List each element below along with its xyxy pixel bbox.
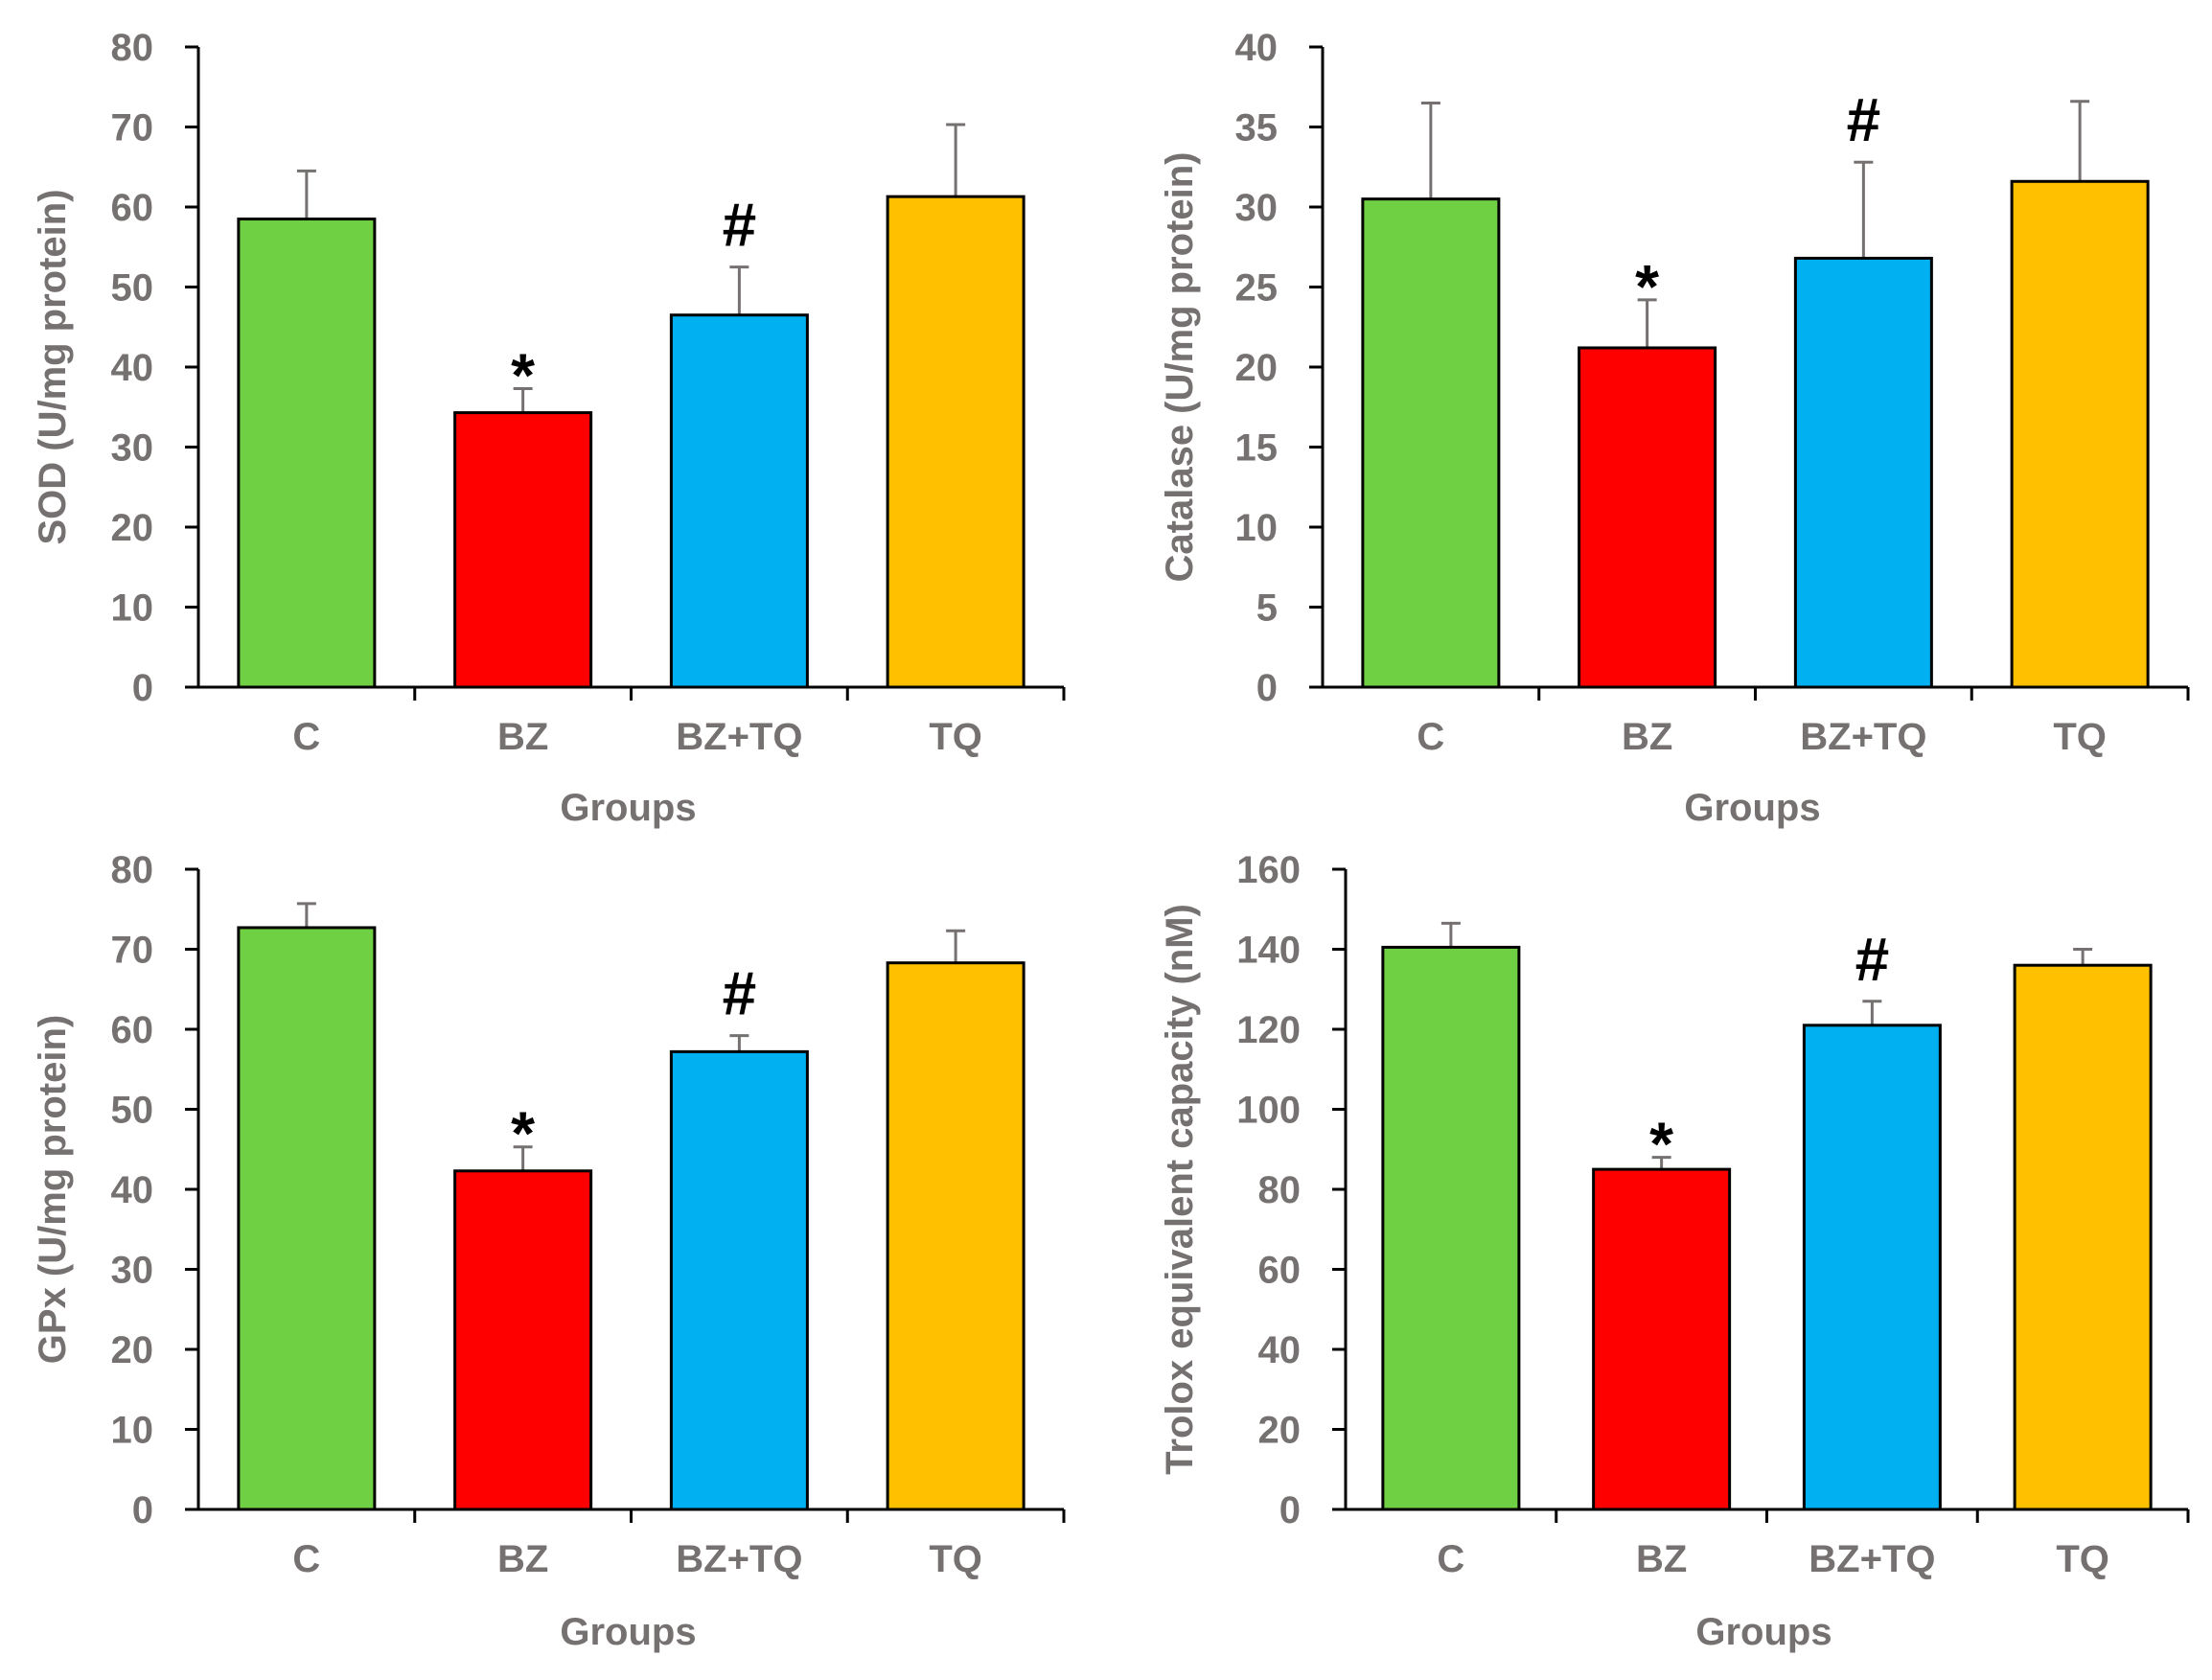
top-left-y-axis-title: SOD (U/mg protein) xyxy=(32,189,74,544)
top-right-x-axis-title: Groups xyxy=(1684,787,1820,829)
bottom-left-y-tick-label: 20 xyxy=(111,1329,154,1371)
bottom-left-y-tick-label: 70 xyxy=(111,930,154,972)
top-right-bar-tq xyxy=(2010,179,2150,689)
top-right-y-tick-label: 25 xyxy=(1235,267,1279,310)
top-right-y-tick-label: 30 xyxy=(1235,187,1279,229)
top-right-bar-bz-tq xyxy=(1793,256,1933,689)
bottom-left-y-tick-label: 0 xyxy=(132,1489,153,1531)
bottom-right-bar-c xyxy=(1381,945,1521,1511)
bottom-right-y-tick-label: 80 xyxy=(1258,1169,1302,1211)
bottom-left-category-label: C xyxy=(292,1538,320,1580)
top-left-category-label: TQ xyxy=(929,716,982,758)
top-left-y-tick-label: 0 xyxy=(132,667,153,709)
top-right-y-tick-label: 0 xyxy=(1256,667,1278,709)
bottom-left-y-tick-label: 10 xyxy=(111,1410,154,1452)
top-right-y-tick-label: 15 xyxy=(1235,427,1279,470)
bottom-left-y-tick-label: 40 xyxy=(111,1169,154,1211)
top-left-bar-c xyxy=(237,218,377,689)
bottom-right-y-tick-label: 20 xyxy=(1258,1410,1302,1452)
top-left-category-label: BZ+TQ xyxy=(676,716,802,758)
top-left-bar-tq xyxy=(886,195,1025,689)
bottom-left-bar-tq xyxy=(886,961,1025,1511)
bottom-right-category-label: C xyxy=(1437,1538,1464,1580)
top-left-y-tick-label: 40 xyxy=(111,347,154,389)
top-left-bar-bz xyxy=(453,411,593,689)
top-left-y-tick-label: 80 xyxy=(111,27,154,69)
bottom-right-hash-marker: # xyxy=(1855,925,1890,994)
top-right-y-tick-label: 35 xyxy=(1235,107,1279,150)
top-left-y-tick-label: 10 xyxy=(111,587,154,630)
bottom-right-y-tick-label: 120 xyxy=(1236,1009,1301,1051)
bottom-left-y-tick-label: 60 xyxy=(111,1009,154,1051)
bottom-right-bar-bz xyxy=(1592,1167,1732,1511)
bottom-left-y-axis-title: GPx (U/mg protein) xyxy=(32,1015,74,1364)
top-right-category-label: BZ+TQ xyxy=(1800,716,1926,758)
top-left-x-axis-title: Groups xyxy=(560,787,696,829)
top-right-y-tick-label: 20 xyxy=(1235,347,1279,389)
top-left-category-label: C xyxy=(292,716,320,758)
top-right-category-label: BZ xyxy=(1622,716,1672,758)
bottom-right-y-tick-label: 60 xyxy=(1258,1250,1302,1292)
bottom-left-x-axis-title: Groups xyxy=(560,1611,696,1653)
bottom-right-category-label: BZ+TQ xyxy=(1809,1538,1935,1580)
top-left-y-tick-label: 50 xyxy=(111,267,154,310)
bottom-right-y-tick-label: 40 xyxy=(1258,1329,1302,1371)
bottom-right-y-tick-label: 0 xyxy=(1279,1489,1301,1531)
bottom-left-hash-marker: # xyxy=(723,959,757,1028)
top-right-category-label: TQ xyxy=(2053,716,2107,758)
bottom-right-y-tick-label: 160 xyxy=(1236,849,1301,891)
top-right-y-axis-title: Catalase (U/mg protein) xyxy=(1159,152,1201,583)
top-right-y-tick-label: 10 xyxy=(1235,507,1279,549)
top-right-category-label: C xyxy=(1417,716,1444,758)
top-left-y-tick-label: 30 xyxy=(111,427,154,470)
bottom-left-category-label: BZ+TQ xyxy=(676,1538,802,1580)
top-left-asterisk-marker: * xyxy=(511,341,535,410)
bottom-left-y-tick-label: 80 xyxy=(111,849,154,891)
top-left-hash-marker: # xyxy=(723,191,757,260)
bottom-right-category-label: BZ xyxy=(1636,1538,1687,1580)
bottom-left-y-tick-label: 50 xyxy=(111,1090,154,1132)
top-right-asterisk-marker: * xyxy=(1635,252,1659,321)
top-right-y-tick-label: 40 xyxy=(1235,27,1279,69)
bottom-right-y-axis-title: Trolox equivalent capacity (nM) xyxy=(1159,904,1201,1475)
bottom-left-category-label: BZ xyxy=(497,1538,548,1580)
top-left-y-tick-label: 60 xyxy=(111,187,154,229)
bottom-left-y-tick-label: 30 xyxy=(111,1250,154,1292)
bottom-left-bar-bz xyxy=(453,1169,593,1511)
top-left-y-tick-label: 70 xyxy=(111,107,154,150)
top-right-hash-marker: # xyxy=(1847,85,1881,154)
bottom-left-asterisk-marker: * xyxy=(511,1099,535,1168)
bottom-right-bar-bz-tq xyxy=(1802,1024,1942,1511)
bottom-left-bar-bz-tq xyxy=(669,1049,809,1511)
bottom-left-category-label: TQ xyxy=(929,1538,982,1580)
bottom-right-y-tick-label: 140 xyxy=(1236,930,1301,972)
top-left-y-tick-label: 20 xyxy=(111,507,154,549)
bottom-left-bar-c xyxy=(237,926,377,1511)
bottom-right-bar-tq xyxy=(2013,963,2153,1511)
top-left-category-label: BZ xyxy=(497,716,548,758)
top-left-bar-bz-tq xyxy=(669,313,809,689)
bottom-right-y-tick-label: 100 xyxy=(1236,1090,1301,1132)
top-right-bar-bz xyxy=(1578,346,1717,689)
bottom-right-x-axis-title: Groups xyxy=(1695,1611,1832,1653)
bottom-right-asterisk-marker: * xyxy=(1649,1110,1673,1179)
bottom-right-category-label: TQ xyxy=(2056,1538,2109,1580)
top-right-y-tick-label: 5 xyxy=(1256,587,1278,630)
top-right-bar-c xyxy=(1361,197,1501,689)
